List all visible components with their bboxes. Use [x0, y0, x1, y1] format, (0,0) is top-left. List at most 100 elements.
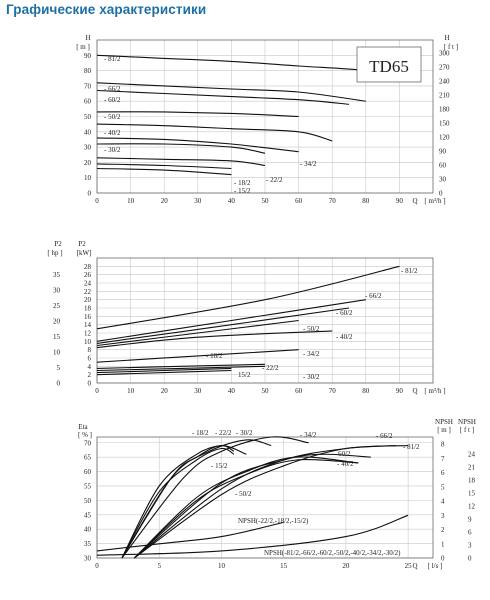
power-plot-frame [96, 257, 434, 384]
npsh-m-tick-label: 7 [441, 455, 445, 463]
series-label: - 50/2 [235, 490, 252, 498]
y-tick-label: 2 [88, 371, 92, 379]
y-tick-label: 26 [84, 271, 92, 279]
series-label: - 40/2 [104, 129, 121, 137]
eta-curve-22-2 [121, 445, 247, 559]
x-tick-label: 70 [329, 387, 337, 395]
head-curve-22-2 [96, 157, 266, 167]
power-chart [96, 257, 434, 384]
y2-tick-label: 240 [439, 78, 450, 86]
x-axis-unit: [ m³/h ] [424, 197, 445, 205]
hp-tick-label: 35 [53, 271, 61, 279]
x-tick-label: 0 [95, 387, 99, 395]
npsh-ft-tick-label: 12 [468, 502, 476, 510]
series-label: - 81/2 [401, 267, 418, 275]
y-tick-label: 28 [84, 263, 92, 271]
y-tick-label: 22 [84, 288, 92, 296]
npsh-ft-tick-label: 9 [468, 515, 472, 523]
eta-curve-30-2 [121, 439, 272, 559]
x-tick-label: 10 [218, 562, 226, 570]
head-curve-50-2 [96, 111, 299, 118]
npsh-m-tick-label: 5 [441, 483, 445, 491]
page-title: Графические характеристики [6, 2, 207, 17]
y-tick-label: 12 [84, 330, 92, 338]
y-tick-label: 14 [84, 321, 92, 329]
power-curve-15-2 [96, 369, 232, 376]
y-tick-label: 0 [88, 190, 92, 198]
npsh-m-tick-label: 4 [441, 498, 445, 506]
head-chart [96, 39, 434, 194]
x-tick-label: 0 [95, 197, 99, 205]
hp-tick-label: 20 [53, 317, 61, 325]
y2-tick-label: 300 [439, 50, 450, 58]
eta-curve-34-2 [121, 436, 309, 559]
x-tick-label: 20 [161, 387, 169, 395]
series-label: 15/2 [238, 371, 251, 379]
y-tick-label: 10 [84, 338, 92, 346]
power-curve-66-2 [96, 299, 366, 342]
npsh-m-tick-label: 6 [441, 469, 445, 477]
head-curve-60-2 [96, 89, 350, 105]
hp-tick-label: 30 [53, 286, 61, 294]
power-curve-60-2 [96, 307, 350, 344]
y2-axis-unit: [ f t ] [444, 43, 458, 51]
series-label: - 15/2 [234, 187, 251, 195]
series-label: - 22/2 [215, 429, 232, 437]
head-curve-34-2 [96, 137, 299, 153]
x-axis-label: Q [412, 562, 417, 570]
y-tick-label: 20 [84, 296, 92, 304]
series-label: - 18/2 [206, 352, 223, 360]
y2-tick-label: 150 [439, 120, 450, 128]
npsh-ft-tick-label: 3 [468, 541, 472, 549]
series-label: - 34/2 [300, 431, 317, 439]
x-tick-label: 80 [362, 387, 370, 395]
y2-tick-label: 120 [439, 134, 450, 142]
hp-tick-label: 5 [57, 364, 61, 372]
y-axis-label: P2 [78, 240, 86, 248]
series-label: - 40/2 [337, 460, 354, 468]
npsh-ft-tick-label: 0 [468, 555, 472, 563]
npsh-series-label: NPSH(-22/2,-18/2,-15/2) [238, 517, 309, 525]
npsh-m-tick-label: 3 [441, 512, 445, 520]
npsh-curve-2 [96, 514, 409, 556]
y-tick-label: 8 [88, 346, 92, 354]
power-curve-40-2 [96, 330, 333, 349]
y-tick-label: 50 [84, 113, 92, 121]
x-tick-label: 40 [228, 197, 236, 205]
series-label: - 22/2 [262, 364, 279, 372]
y-tick-label: 35 [84, 540, 92, 548]
y-tick-label: 60 [84, 468, 92, 476]
eta-curve-15-2 [121, 447, 235, 559]
y2-tick-label: 180 [439, 106, 450, 114]
model-label: TD65 [369, 57, 409, 76]
x-tick-label: 50 [262, 197, 270, 205]
npsh-series-label: NPSH(-81/2,-66/2,-60/2,-50/2,-40/2,-34/2… [264, 549, 401, 557]
y-tick-label: 90 [84, 52, 92, 60]
y-tick-label: 50 [84, 497, 92, 505]
y2-tick-label: 30 [439, 176, 447, 184]
y-tick-label: 20 [84, 159, 92, 167]
eta-curve-50-2 [133, 459, 359, 559]
hp-axis-label: P2 [54, 240, 62, 248]
x-tick-label: 90 [396, 197, 404, 205]
x-tick-label: 70 [329, 197, 337, 205]
head-curve-40-2 [96, 123, 333, 142]
npsh-m-tick-label: 0 [441, 555, 445, 563]
model-label-box [356, 46, 422, 83]
head-plot-frame [96, 39, 434, 194]
y-tick-label: 45 [84, 511, 92, 519]
x-axis-unit: [ m³/h ] [424, 387, 445, 395]
y-tick-label: 4 [88, 363, 92, 371]
series-label: - 60/2 [334, 450, 351, 458]
y-tick-label: 70 [84, 439, 92, 447]
x-tick-label: 50 [262, 387, 270, 395]
eta-curve-60-2 [133, 453, 371, 559]
head-curve-15-2 [96, 167, 232, 176]
npsh-ft-tick-label: 6 [468, 528, 472, 536]
npsh-axis-label-ft: NPSH [458, 418, 476, 426]
y-tick-label: 40 [84, 128, 92, 136]
efficiency-plot-frame [96, 436, 434, 559]
y2-tick-label: 60 [439, 162, 447, 170]
x-tick-label: 60 [295, 387, 303, 395]
